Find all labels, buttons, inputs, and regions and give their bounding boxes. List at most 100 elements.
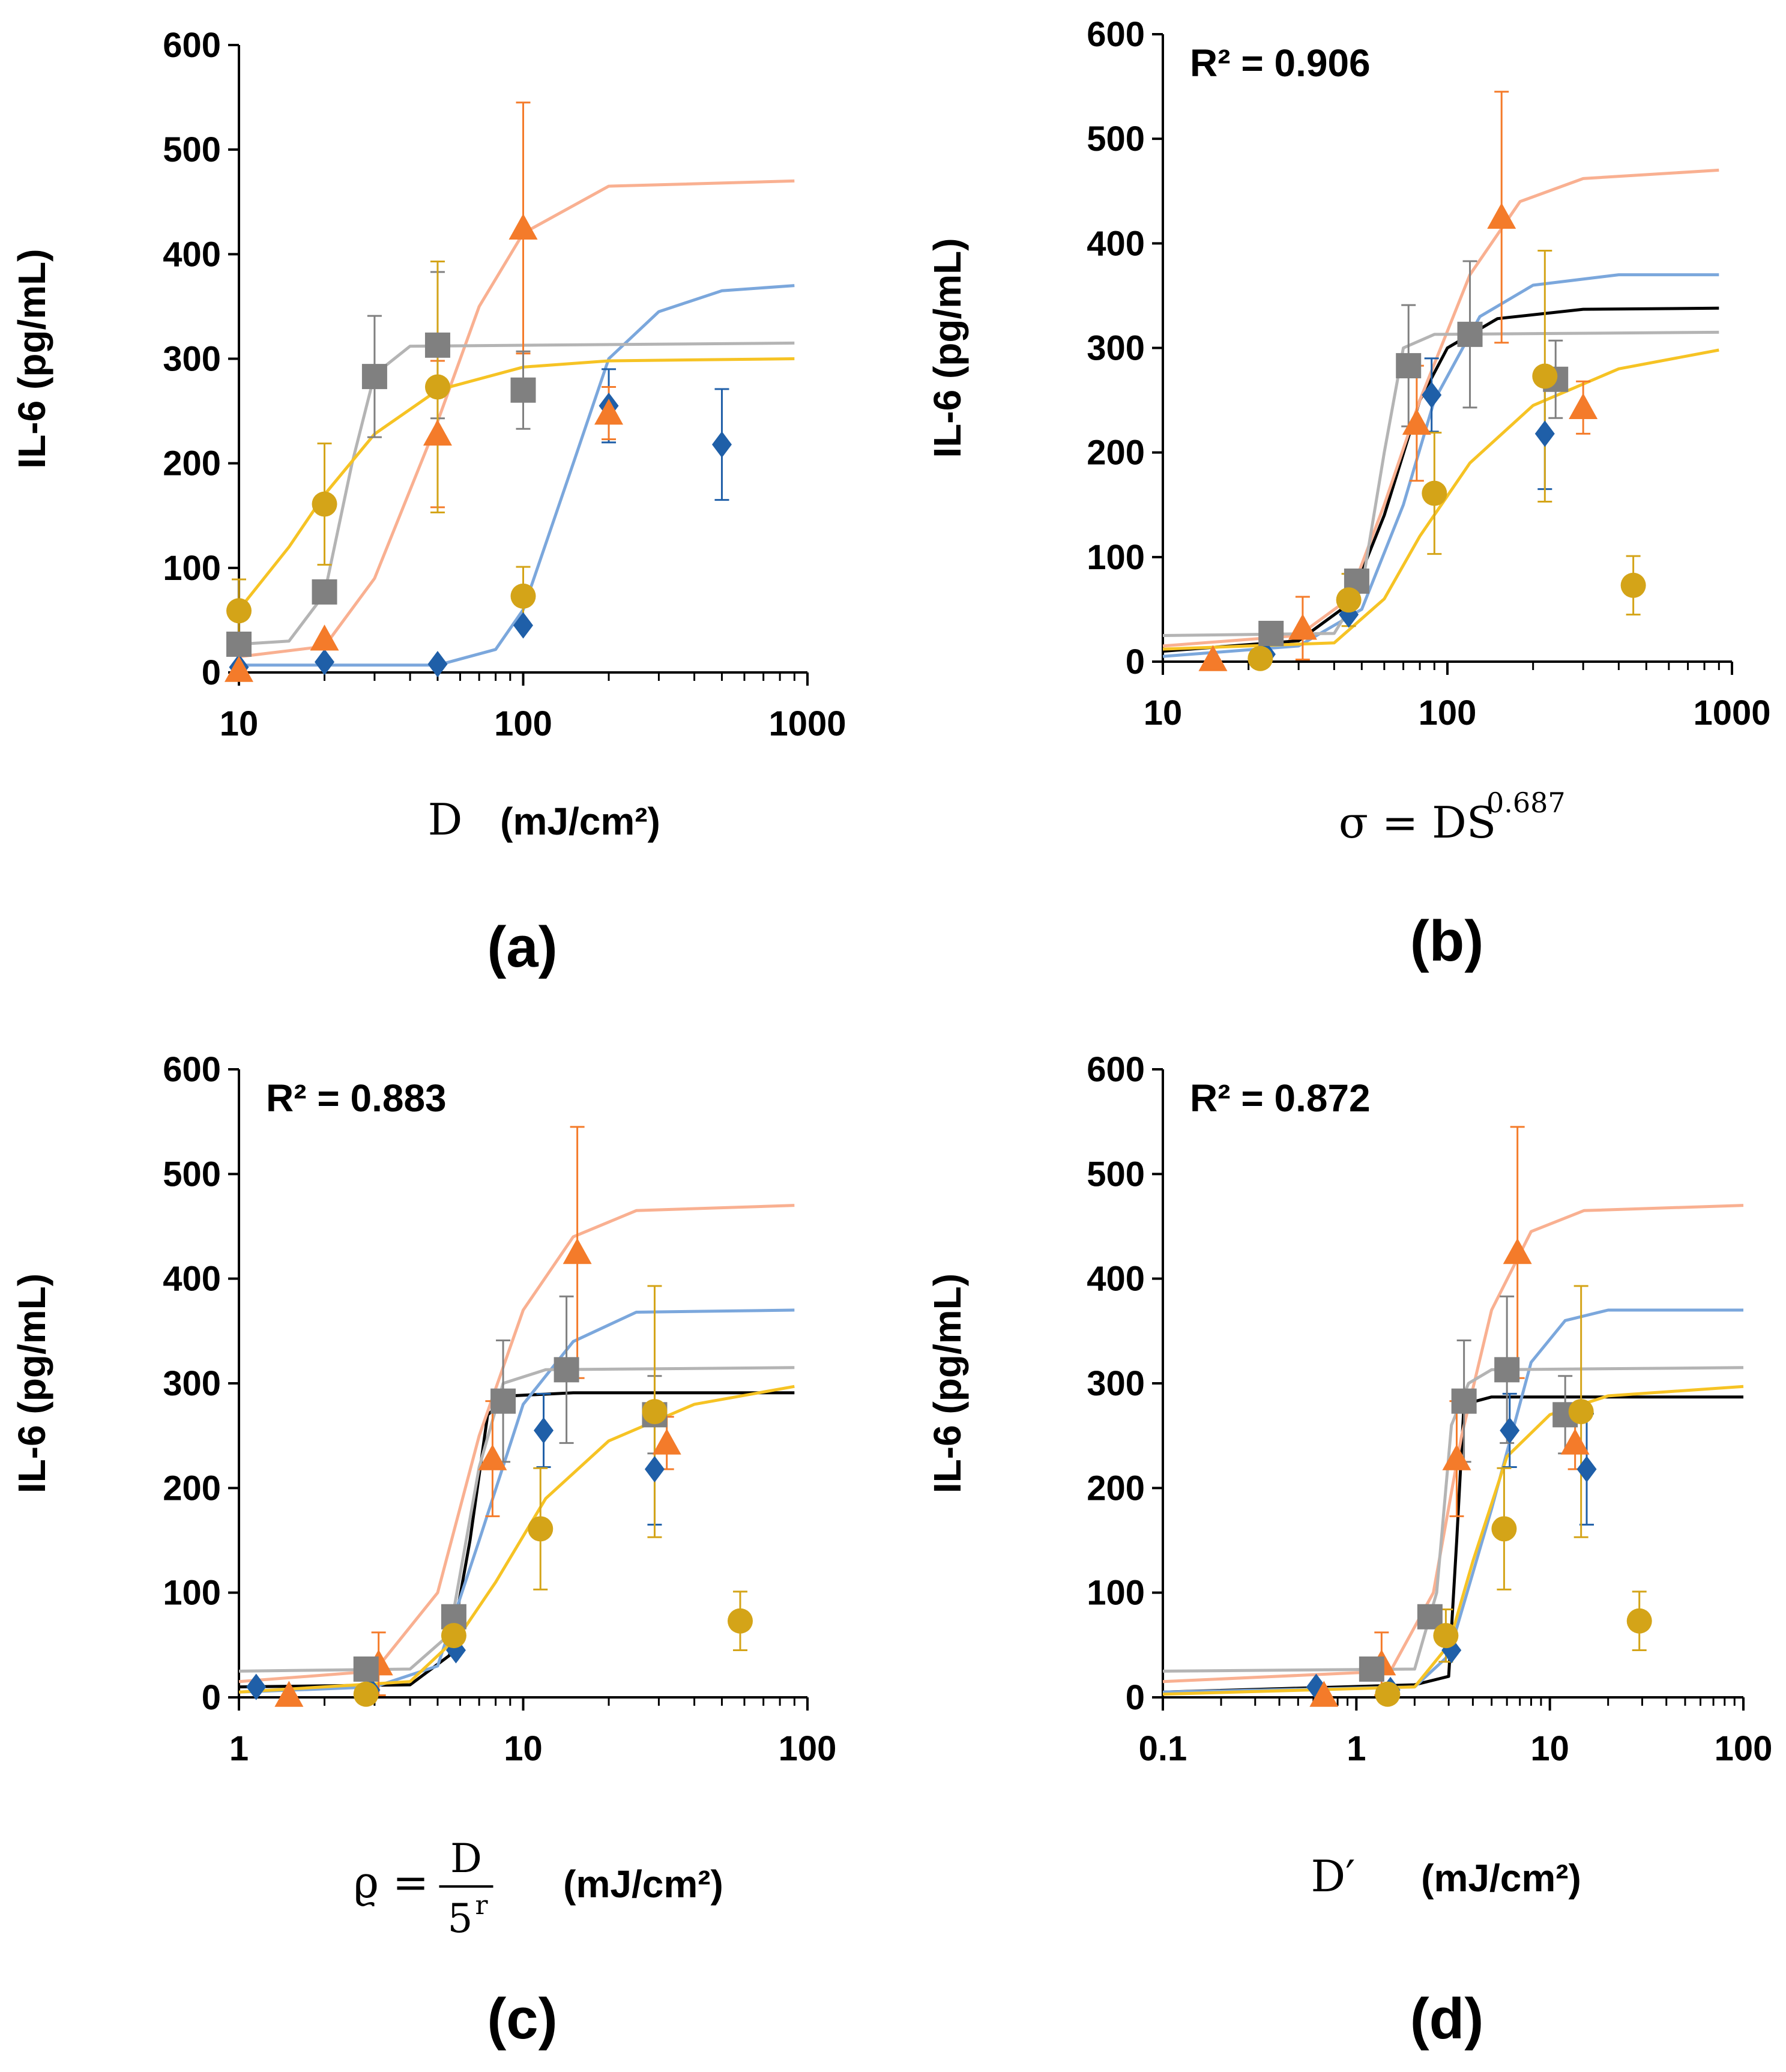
y-axis-label: IL-6 (pg/mL) [10, 1273, 53, 1493]
x-tick-label: 1 [229, 1729, 249, 1768]
circle-point [528, 1516, 554, 1542]
panel-label: (a) [487, 915, 557, 979]
y-tick-label: 400 [1087, 224, 1145, 263]
diamond-point [1422, 381, 1442, 408]
fit-salmon-curve [238, 1204, 795, 1684]
r-squared-label: R² = 0.872 [1190, 1077, 1371, 1120]
diamond-point [1500, 1417, 1520, 1444]
fit-gray-curve [1162, 1366, 1744, 1673]
triangle-point [652, 1428, 681, 1455]
square-point [510, 377, 536, 403]
triangle-point [478, 1444, 507, 1470]
triangle-point [508, 213, 538, 240]
fit-salmon-curve [238, 179, 795, 659]
y-tick-label: 100 [163, 1574, 221, 1613]
y-tick-label: 400 [1087, 1260, 1145, 1299]
diamond-point [315, 648, 335, 675]
y-axis-label: IL-6 (pg/mL) [10, 249, 53, 468]
fit-gold-curve [238, 357, 795, 611]
circle-point [1422, 480, 1447, 506]
triangle-point [1503, 1238, 1532, 1264]
circle-point [510, 583, 536, 609]
x-tick-label: 0.1 [1139, 1729, 1187, 1768]
triangle-point [1309, 1681, 1339, 1707]
x-label-symbol: D′ [1311, 1851, 1355, 1901]
fit-salmon-curve [1162, 1204, 1744, 1684]
x-tick-label: 100 [779, 1729, 837, 1768]
diamond-point [513, 612, 533, 639]
fit-gold-curve [238, 1385, 795, 1694]
circle-point [1532, 363, 1558, 389]
x-tick-label: 100 [1715, 1729, 1773, 1768]
r-squared-label: R² = 0.906 [1190, 41, 1371, 85]
y-tick-label: 600 [1087, 1050, 1145, 1089]
triangle-point [1198, 645, 1228, 671]
triangle-point [1569, 393, 1598, 419]
y-tick-label: 600 [163, 26, 221, 65]
fit-gray-curve [238, 1366, 795, 1673]
y-tick-label: 300 [1087, 1364, 1145, 1403]
triangle-point [310, 624, 339, 651]
y-tick-label: 0 [1126, 1678, 1145, 1717]
y-axis-label: IL-6 (pg/mL) [926, 238, 969, 458]
triangle-point [423, 419, 452, 446]
y-tick-label: 400 [163, 1260, 221, 1299]
fit-black-curve [238, 1391, 795, 1689]
triangle-point [274, 1681, 304, 1707]
panel-c: 0 100 200 300 400 500 600 1 10 100 IL-6 (pg/mL) ϱ =… [10, 1050, 836, 2051]
x-label-denominator: 5 [448, 1895, 473, 1942]
circle-point [1491, 1516, 1517, 1542]
x-label-den-exponent: r [475, 1890, 489, 1921]
y-tick-label: 400 [163, 235, 221, 274]
y-tick-label: 500 [163, 1155, 221, 1194]
square-point [353, 1656, 379, 1682]
triangle-point [225, 656, 253, 682]
panel-label: (c) [487, 1987, 557, 2051]
square-point [1417, 1604, 1443, 1630]
square-point [226, 631, 252, 657]
panel-b: 0 100 200 300 400 500 600 10 100 1000 IL-6 (pg/mL)… [926, 15, 1771, 973]
panel-d: 0 100 200 300 400 500 600 0.1 1 10 100 IL-6 (pg/mL)… [926, 1050, 1772, 2051]
y-axis-label: IL-6 (pg/mL) [926, 1273, 969, 1493]
square-point [1396, 353, 1422, 379]
triangle-point [1560, 1428, 1590, 1455]
x-axis-label: D (mJ/cm²) [428, 794, 660, 845]
triangle-point [594, 399, 624, 425]
circle-point [1626, 1608, 1652, 1634]
triangle-point [1402, 408, 1431, 435]
triangle-point [1288, 614, 1317, 640]
fit-gray-curve [1162, 330, 1719, 637]
x-axis-label: σ = DS0.687 [1339, 787, 1566, 848]
r-squared-label: R² = 0.883 [266, 1077, 447, 1120]
square-point [1451, 1388, 1477, 1414]
x-tick-label: 1000 [768, 704, 846, 743]
diamond-point [711, 431, 732, 458]
y-tick-label: 200 [1087, 1469, 1145, 1508]
circle-point [1375, 1681, 1401, 1707]
square-point [490, 1388, 516, 1414]
circle-point [1247, 645, 1273, 671]
x-label-unit: (mJ/cm²) [500, 800, 660, 843]
square-point [424, 332, 450, 358]
fit-gold-curve [1162, 1385, 1744, 1696]
x-label-symbol: ϱ = [354, 1857, 429, 1907]
x-label-symbol: D [428, 794, 463, 845]
panel-label: (d) [1410, 1987, 1484, 2051]
y-tick-label: 300 [1087, 329, 1145, 368]
x-tick-label: 100 [1419, 693, 1477, 732]
panel-label: (b) [1410, 909, 1484, 973]
x-tick-label: 10 [504, 1729, 543, 1768]
circle-point [1568, 1399, 1594, 1425]
x-tick-label: 10 [220, 704, 259, 743]
square-point [312, 579, 337, 605]
x-axis-label: D′ (mJ/cm²) [1311, 1851, 1581, 1901]
circle-point [1620, 572, 1646, 598]
x-tick-label: 10 [1530, 1729, 1569, 1768]
x-axis-label: ϱ = D 5 r (mJ/cm²) [354, 1835, 723, 1942]
x-tick-label: 10 [1144, 693, 1183, 732]
diamond-point [427, 651, 448, 678]
circle-point [226, 598, 252, 624]
circle-point [1336, 587, 1362, 613]
x-tick-label: 1 [1347, 1729, 1366, 1768]
y-tick-label: 300 [163, 1364, 221, 1403]
